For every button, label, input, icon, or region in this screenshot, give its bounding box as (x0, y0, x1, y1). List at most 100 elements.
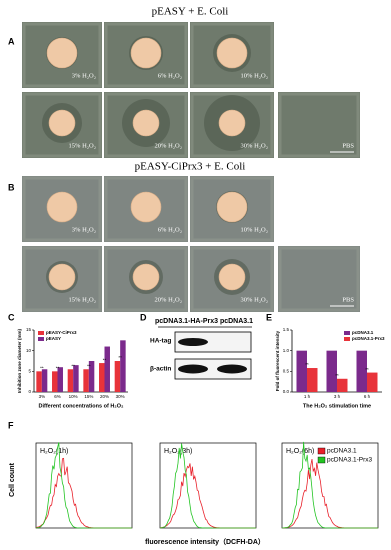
x-tick-label: 10% (69, 394, 78, 399)
legend-label: pcDNA3.1 (327, 448, 357, 455)
plate-photo (278, 246, 360, 312)
legend-swatch (317, 456, 326, 464)
plate-shade (22, 246, 102, 312)
y-tick-label: 15 (26, 327, 32, 332)
y-axis-label: Fold of fluorescent intensity (275, 330, 280, 391)
photo-label: 30% H₂O₂ (241, 296, 268, 303)
histogram-curve (35, 442, 132, 529)
y-axis-label: Inhibition zone diameter (mm) (17, 329, 22, 394)
bar (120, 340, 126, 392)
histogram-title: H₂O₂(3h) (164, 448, 192, 455)
photo-label: 15% H₂O₂ (69, 296, 96, 303)
paper-disc (132, 109, 160, 137)
blot-band (178, 364, 208, 374)
x-tick-label: 6 h (364, 394, 371, 399)
x-axis-label: Different concentrations of H₂O₂ (39, 403, 125, 409)
legend-label: pcDNA3.1-Prx3 (327, 457, 373, 464)
legend-swatch (344, 337, 350, 341)
histogram-title: H₂O₂(6h) (286, 448, 314, 455)
bar (104, 346, 110, 392)
significance-mark: ** (87, 363, 91, 368)
histogram-curve (281, 441, 378, 529)
panel-label: C (8, 312, 15, 322)
paper-disc (216, 191, 248, 223)
photo-label: 10% H₂O₂ (241, 226, 268, 233)
bar (52, 371, 58, 392)
bar (41, 369, 48, 392)
paper-disc (218, 263, 246, 291)
photo-label: 3% H₂O₂ (72, 72, 96, 79)
y-tick-label: 1.5 (283, 327, 290, 332)
significance-mark: ** (103, 357, 107, 362)
significance-mark: ** (56, 366, 60, 371)
significance-mark: ** (305, 362, 309, 367)
paper-disc (46, 37, 78, 69)
y-tick-label: 0.5 (283, 369, 290, 374)
panel-a-title: pEASY + E. Coli (152, 6, 229, 18)
blot-band (178, 338, 208, 346)
bar (114, 361, 121, 392)
legend-label: pcDNA3.1 (352, 330, 374, 335)
paper-disc (130, 37, 162, 69)
x-tick-label: 30% (116, 394, 125, 399)
blot-box (174, 358, 252, 380)
bar (326, 350, 337, 392)
paper-disc (46, 191, 78, 223)
x-axis-label: The H₂O₂ stimulation time (303, 403, 371, 409)
y-tick-label: 10 (26, 348, 32, 353)
photo-label: 20% H₂O₂ (155, 296, 182, 303)
plate-shade (22, 22, 102, 88)
panel-label: A (8, 36, 15, 46)
bar (83, 369, 89, 392)
x-tick-label: 20% (100, 394, 109, 399)
flow-y-label: Cell count (9, 462, 16, 497)
significance-mark: ** (365, 367, 369, 372)
legend-label: pEASY (46, 336, 61, 341)
histogram-curve (159, 463, 256, 529)
y-tick-label: 1.0 (283, 348, 290, 353)
legend-label: pEASY-CiPrx3 (46, 330, 77, 335)
photo-label: 10% H₂O₂ (241, 72, 268, 79)
histogram-frame (35, 442, 133, 529)
blot-band (217, 364, 247, 374)
bar (307, 368, 318, 392)
plate-shade (104, 92, 188, 158)
paper-disc (48, 263, 76, 291)
photo-label: 6% H₂O₂ (158, 72, 182, 79)
blot-header: pcDNA3.1-HA-Prx3 pcDNA3.1 (155, 318, 253, 325)
panel-b-title: pEASY-CiPrx3 + E. Coli (135, 161, 246, 173)
histogram-title: H₂O₂(1h) (40, 448, 68, 455)
y-tick-label: 5 (28, 369, 31, 374)
plate-shade (104, 176, 188, 242)
panel-label: D (140, 312, 147, 322)
legend-swatch (38, 337, 44, 341)
bar (67, 369, 74, 392)
panel-label: B (8, 182, 15, 192)
legend-swatch (317, 447, 326, 455)
photo-label: 15% H₂O₂ (69, 142, 96, 149)
significance-mark: ** (335, 373, 339, 378)
x-tick-label: 6% (54, 394, 61, 399)
bar (356, 350, 367, 392)
significance-mark: ** (71, 363, 75, 368)
bar (57, 367, 63, 392)
photo-label: 6% H₂O₂ (158, 226, 182, 233)
blot-row-label: HA-tag (150, 338, 171, 345)
photo-label: 3% H₂O₂ (72, 226, 96, 233)
bar (296, 350, 307, 392)
plate-shade (190, 246, 274, 312)
bar (73, 365, 79, 392)
significance-mark: ** (40, 366, 44, 371)
bar (367, 372, 378, 392)
x-tick-label: 15% (84, 394, 93, 399)
photo-label: PBS (342, 142, 354, 149)
photo-label: PBS (342, 296, 354, 303)
plate-shade (278, 92, 360, 158)
legend-swatch (38, 331, 44, 335)
paper-disc (216, 37, 248, 69)
bar (36, 371, 42, 392)
paper-disc (48, 109, 76, 137)
panel-label: F (8, 420, 14, 430)
legend-label: pcDNA3.1-Prx3 (352, 336, 385, 341)
